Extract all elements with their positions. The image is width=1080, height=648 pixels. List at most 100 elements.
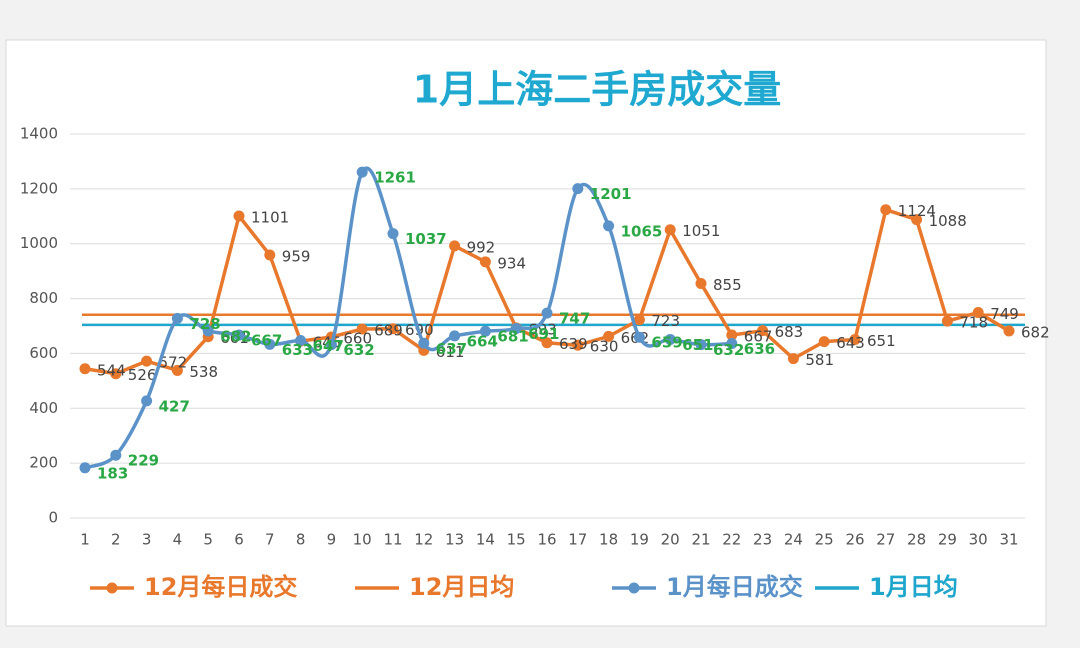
data-point [726,338,738,350]
y-tick-label: 1400 [20,125,58,143]
x-tick-label: 31 [999,531,1018,549]
data-label: 682 [220,327,251,345]
data-label: 632 [713,341,744,359]
data-label: 1088 [929,212,967,230]
data-point [572,183,584,195]
data-point [110,449,122,461]
data-label: 1124 [898,202,936,220]
data-point [510,322,522,334]
x-tick-label: 14 [476,531,495,549]
x-tick-label: 17 [568,531,587,549]
data-point [171,312,183,324]
x-tick-label: 8 [296,531,306,549]
data-point [695,339,707,351]
data-point [449,240,461,252]
data-label: 637 [436,340,467,358]
data-label: 667 [744,328,773,346]
data-label: 1051 [682,222,720,240]
data-label: 749 [990,305,1019,323]
legend-label: 12月日均 [409,573,514,601]
data-label: 683 [775,323,804,341]
data-label: 992 [467,238,496,256]
data-point [79,363,91,375]
x-tick-label: 3 [142,531,152,549]
data-label: 526 [128,366,157,384]
x-tick-label: 24 [784,531,803,549]
data-point [541,337,553,349]
data-point [264,249,276,261]
data-label: 1101 [251,209,289,227]
data-label: 639 [559,335,588,353]
x-tick-label: 20 [661,531,680,549]
data-point [387,323,399,335]
y-tick-label: 200 [29,454,58,472]
data-point [787,353,799,365]
data-label: 959 [282,247,311,265]
x-tick-label: 5 [203,531,213,549]
legend-marker [106,582,118,594]
x-tick-label: 9 [327,531,337,549]
y-tick-label: 1200 [20,179,58,197]
data-point [603,220,615,232]
data-point [479,325,491,337]
x-tick-label: 7 [265,531,275,549]
data-point [818,336,830,348]
x-tick-label: 16 [537,531,556,549]
x-tick-label: 28 [907,531,926,549]
data-point [233,329,245,341]
x-tick-label: 6 [234,531,244,549]
data-label: 630 [590,338,619,356]
data-point [141,395,153,407]
x-tick-label: 30 [969,531,988,549]
data-label: 572 [159,354,188,372]
data-label: 647 [313,337,344,355]
data-point [541,307,553,319]
data-label: 633 [282,341,313,359]
data-label: 659 [651,334,682,352]
data-label: 855 [713,276,742,294]
data-point [79,462,91,474]
data-point [664,224,676,236]
data-label: 664 [467,332,498,350]
data-point [141,355,153,367]
data-label: 581 [805,351,834,369]
data-label: 718 [959,314,988,332]
y-tick-label: 400 [29,399,58,417]
x-tick-label: 4 [173,531,183,549]
data-point [633,331,645,343]
x-tick-label: 25 [815,531,834,549]
data-point [726,329,738,341]
data-point [356,323,368,335]
y-tick-label: 1000 [20,234,58,252]
series-line [84,166,732,470]
data-point [941,315,953,327]
data-label: 934 [497,254,526,272]
data-label: 1201 [590,185,632,203]
data-point [356,166,368,178]
data-label: 611 [436,343,465,361]
data-label: 723 [651,312,680,330]
data-label: 183 [97,464,128,482]
data-label: 229 [128,452,159,470]
data-label: 651 [682,336,713,354]
data-label: 1261 [374,169,416,187]
data-point [387,228,399,240]
data-point [295,335,307,347]
chart-title: 1月上海二手房成交量 [413,68,781,112]
x-tick-label: 13 [445,531,464,549]
y-tick-label: 0 [48,509,58,527]
data-point [1003,325,1015,337]
data-label: 538 [189,363,218,381]
x-tick-label: 15 [507,531,526,549]
data-point [171,364,183,376]
y-tick-label: 800 [29,289,58,307]
data-point [202,325,214,337]
x-tick-label: 23 [753,531,772,549]
legend-label: 12月每日成交 [144,573,297,601]
x-tick-label: 1 [80,531,90,549]
data-point [757,325,769,337]
data-point [603,330,615,342]
x-tick-label: 27 [876,531,895,549]
data-label: 1037 [405,230,447,248]
data-label: 691 [528,325,559,343]
